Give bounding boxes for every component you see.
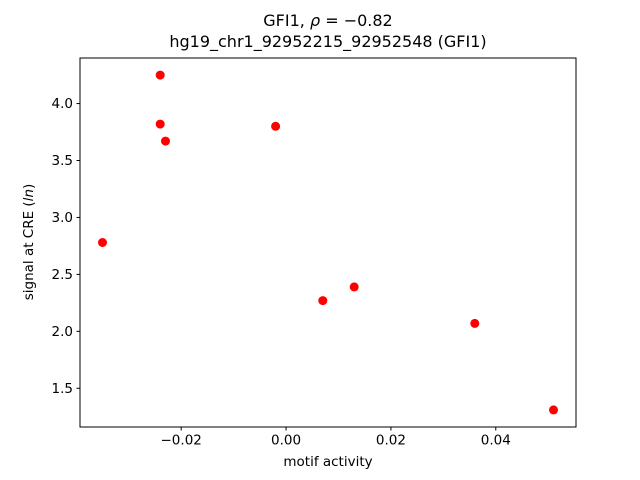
title-correlation-value: = −0.82: [320, 11, 393, 30]
y-tick-label: 2.5: [52, 267, 73, 283]
y-tick-label: 3.0: [52, 210, 73, 226]
data-point: [155, 70, 165, 80]
x-tick-label: 0.02: [376, 433, 406, 449]
data-point: [271, 121, 281, 131]
data-point: [98, 238, 107, 247]
y-tick-label: 2.0: [52, 324, 73, 340]
title-rho-symbol: ρ: [310, 11, 320, 30]
title-prefix: GFI1,: [263, 11, 310, 30]
data-point: [318, 296, 328, 306]
data-point: [549, 405, 558, 415]
data-point: [349, 282, 359, 292]
data-point: [161, 136, 170, 146]
y-tick-label: 3.5: [52, 153, 73, 169]
y-tick-label: 1.5: [52, 381, 73, 397]
x-tick-label: −0.02: [161, 433, 202, 449]
data-point: [155, 119, 165, 129]
plot-area: −0.02 0.00 0.02 0.04 1.5 2.0 2.5 3.0 3.5 4.0: [52, 57, 577, 449]
data-point: [470, 318, 480, 328]
y-tick-label: 4.0: [52, 96, 73, 112]
chart-title-line1: GFI1, ρ = −0.82: [263, 11, 392, 30]
y-label-prefix: signal at CRE (: [21, 201, 37, 300]
y-label-suffix: ): [21, 184, 37, 189]
y-axis-label: signal at CRE (ln): [21, 184, 37, 301]
axes-spines: [79, 57, 577, 428]
chart-title-line2: hg19_chr1_92952215_92952548 (GFI1): [169, 32, 486, 52]
y-label-ln: ln: [21, 189, 37, 201]
x-axis-label: motif activity: [283, 454, 372, 470]
x-tick-label: 0.00: [271, 433, 301, 449]
x-tick-label: 0.04: [481, 433, 511, 449]
